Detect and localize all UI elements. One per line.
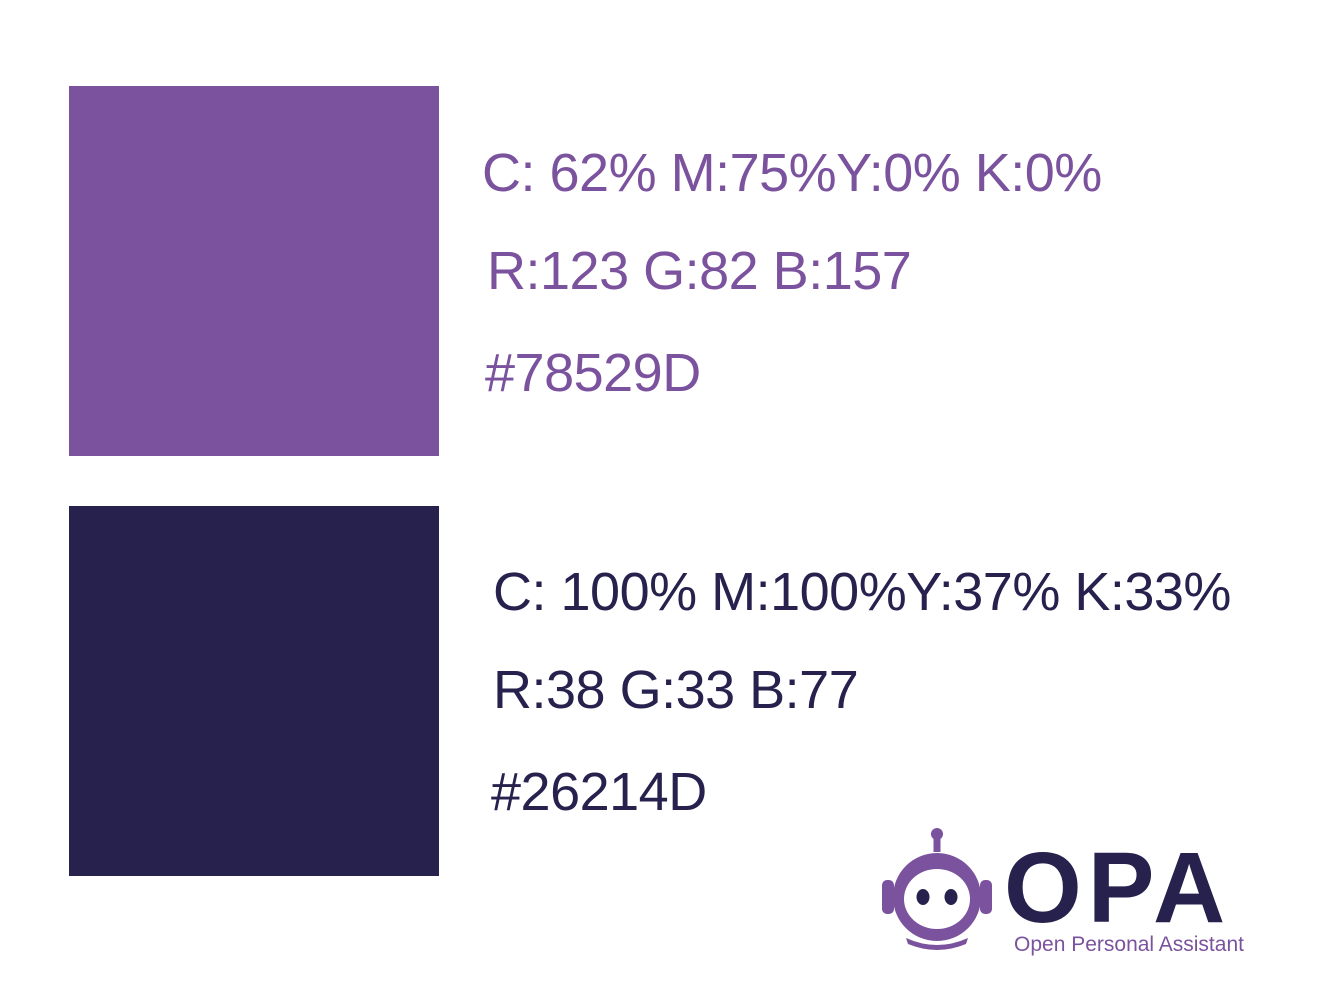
purple-hex-spec: #78529D [485,343,701,403]
navy-rgb-spec: R:38 G:33 B:77 [493,660,859,720]
robot-head-icon [882,828,992,950]
navy-hex-spec: #26214D [491,762,707,822]
opa-logo: OPA Open Personal Assistant [878,826,1268,966]
purple-color-swatch [69,86,439,456]
navy-color-swatch [69,506,439,876]
purple-cmyk-spec: C: 62% M:75%Y:0% K:0% [482,143,1102,203]
opa-tagline: Open Personal Assistant [1014,933,1244,956]
opa-wordmark: OPA [1004,832,1232,944]
purple-rgb-spec: R:123 G:82 B:157 [487,241,912,301]
navy-cmyk-spec: C: 100% M:100%Y:37% K:33% [493,562,1231,622]
